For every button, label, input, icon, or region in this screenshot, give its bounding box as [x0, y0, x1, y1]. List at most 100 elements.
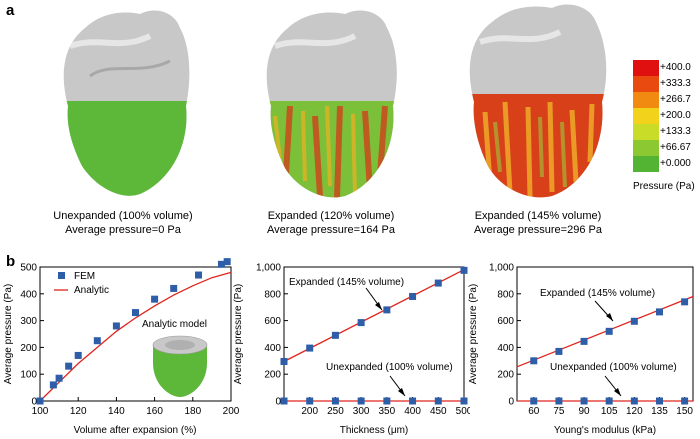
- colorbar-tick-label: +266.7: [660, 94, 691, 105]
- data-point: [630, 317, 638, 325]
- caption-expanded-120: Expanded (120% volume) Average pressure=…: [231, 209, 431, 237]
- caption-line1: Unexpanded (100% volume): [53, 210, 193, 222]
- panel-b-letter: b: [6, 253, 16, 270]
- data-point: [223, 258, 231, 266]
- x-axis-label: Volume after expansion (%): [74, 425, 197, 436]
- data-point: [306, 397, 314, 405]
- x-tick-label: 60: [528, 406, 540, 417]
- plot-thickness-vs-pressure: 200 250 300 350 400 450 50002004006008001,000 …: [233, 263, 470, 437]
- x-tick-label: 180: [184, 406, 201, 417]
- data-point: [357, 397, 365, 405]
- x-tick-label: 140: [108, 406, 125, 417]
- data-point: [409, 397, 417, 405]
- plot-modulus-vs-pressure: 60 75 90 105 120 135 150 0 200 400 600 800 1,000 You…: [468, 263, 694, 436]
- data-point: [580, 337, 588, 345]
- annotation-unexpanded: Unexpanded (100% volume): [326, 362, 453, 373]
- heart-model-unexpanded: [63, 10, 190, 196]
- data-point: [217, 260, 225, 268]
- legend-label-fem: FEM: [74, 271, 95, 282]
- data-point: [383, 397, 391, 405]
- y-tick-label: 0: [508, 397, 514, 408]
- colorbar-segment: [633, 60, 659, 77]
- y-tick-label: 800: [497, 289, 514, 300]
- x-tick-label: 500: [456, 406, 470, 417]
- annotation-expanded: Expanded (145% volume): [540, 288, 655, 299]
- caption-line2: Average pressure=0 Pa: [65, 224, 181, 236]
- x-tick-label: 160: [146, 406, 163, 417]
- data-point: [434, 279, 442, 287]
- y-tick-label: 300: [20, 316, 37, 327]
- colorbar-tick-label: +66.67: [660, 142, 691, 153]
- x-tick-label: 75: [553, 406, 565, 417]
- data-point: [409, 292, 417, 300]
- x-tick-label: 200: [301, 406, 318, 417]
- x-tick-label: 350: [379, 406, 396, 417]
- y-tick-label: 0: [275, 397, 281, 408]
- y-axis-label: Average pressure (Pa): [468, 284, 479, 384]
- data-point: [331, 331, 339, 339]
- colorbar-segment: [633, 76, 659, 93]
- y-tick-label: 500: [20, 263, 37, 274]
- panel-a-letter: a: [6, 2, 15, 19]
- data-point: [280, 397, 288, 405]
- colorbar-tick-label: +333.3: [660, 78, 691, 89]
- data-point: [383, 306, 391, 314]
- colorbar-tick-label: +133.3: [660, 126, 691, 137]
- y-tick-label: 400: [264, 343, 281, 354]
- x-tick-label: 100: [32, 406, 49, 417]
- data-point: [681, 298, 689, 306]
- series-line: [283, 269, 465, 363]
- data-point: [434, 397, 442, 405]
- data-point: [195, 271, 203, 279]
- legend-label-analytic: Analytic: [74, 285, 109, 296]
- data-point: [655, 397, 663, 405]
- data-point: [93, 337, 101, 345]
- y-tick-label: 400: [497, 343, 514, 354]
- y-tick-label: 600: [497, 316, 514, 327]
- caption-unexpanded: Unexpanded (100% volume) Average pressur…: [23, 209, 223, 237]
- data-point: [132, 309, 139, 317]
- data-point: [65, 362, 73, 370]
- x-tick-label: 90: [578, 406, 590, 417]
- data-point: [605, 327, 613, 335]
- colorbar-segment: [633, 156, 659, 172]
- x-tick-label: 135: [651, 406, 668, 417]
- x-tick-label: 150: [676, 406, 693, 417]
- data-point: [151, 295, 159, 303]
- data-point: [460, 266, 468, 274]
- colorbar-tick-label: +200.0: [660, 110, 691, 121]
- x-axis-label: Thickness (μm): [340, 425, 409, 436]
- x-axis-label: Young's modulus (kPa): [554, 425, 656, 436]
- data-point: [681, 397, 689, 405]
- x-tick-label: 300: [353, 406, 370, 417]
- pressure-colorbar: [633, 60, 659, 172]
- data-point: [605, 397, 613, 405]
- x-tick-label: 105: [601, 406, 618, 417]
- data-point: [36, 397, 44, 405]
- legend: FEM Analytic: [54, 271, 109, 296]
- data-point: [280, 357, 288, 365]
- data-point: [331, 397, 339, 405]
- data-point: [49, 381, 57, 389]
- arrow-expanded-head: [375, 302, 382, 310]
- heart-model-expanded-120: [266, 10, 397, 198]
- x-tick-label: 120: [626, 406, 643, 417]
- data-point: [530, 397, 538, 405]
- y-axis-label: Average pressure (Pa): [3, 284, 14, 384]
- colorbar-segment: [633, 92, 659, 109]
- x-tick-label: 120: [70, 406, 87, 417]
- y-tick-label: 1,000: [256, 263, 281, 274]
- data-point: [460, 397, 468, 405]
- inset-analytic-model-icon: [152, 335, 208, 397]
- series-line: [516, 295, 694, 368]
- y-tick-label: 600: [264, 316, 281, 327]
- plot-frame: [39, 266, 232, 402]
- arrow-unexpanded-head: [398, 388, 405, 396]
- y-tick-label: 800: [264, 289, 281, 300]
- caption-line1: Expanded (145% volume): [474, 210, 602, 222]
- y-tick-label: 0: [31, 397, 37, 408]
- data-point: [112, 322, 120, 330]
- caption-line1: Expanded (120% volume): [267, 210, 395, 222]
- data-point: [55, 374, 63, 382]
